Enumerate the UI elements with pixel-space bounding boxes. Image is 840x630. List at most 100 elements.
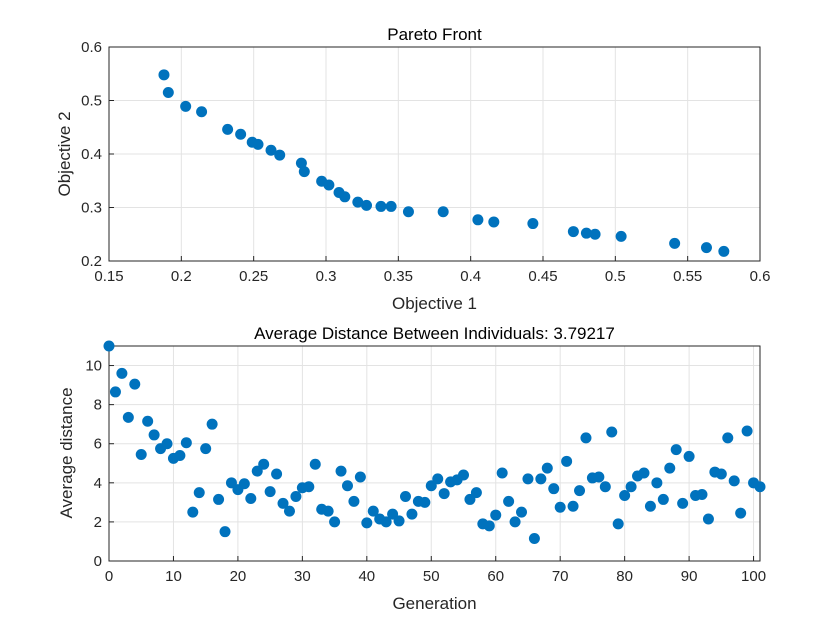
- pareto-front-x-tick-label: 0.35: [384, 268, 413, 285]
- average-distance-data-point: [722, 432, 734, 444]
- pareto-front-y-tick-label: 0.3: [81, 200, 102, 217]
- average-distance-data-point: [735, 507, 747, 519]
- pareto-front-data-point: [323, 179, 335, 191]
- average-distance-data-point: [238, 478, 250, 490]
- average-distance-data-point: [657, 493, 669, 505]
- average-distance-data-point: [354, 471, 366, 483]
- average-distance-y-tick-label: 6: [94, 436, 102, 453]
- pareto-front-y-tick-label: 0.6: [81, 39, 102, 56]
- pareto-front-data-point: [488, 216, 500, 228]
- average-distance-data-point: [187, 506, 199, 518]
- pareto-front-x-tick-label: 0.55: [673, 268, 702, 285]
- average-distance-data-point: [606, 426, 618, 438]
- average-distance-data-point: [142, 415, 154, 427]
- average-distance-data-point: [574, 485, 586, 497]
- average-distance-data-point: [200, 443, 212, 455]
- average-distance-data-point: [309, 458, 321, 470]
- pareto-front-data-point: [580, 227, 592, 239]
- average-distance-data-point: [213, 493, 225, 505]
- average-distance-data-point: [438, 488, 450, 500]
- average-distance-data-point: [580, 432, 592, 444]
- average-distance-data-point: [393, 515, 405, 527]
- average-distance-y-tick-label: 8: [94, 397, 102, 414]
- pareto-front-y-ticks: 0.2 0.3 0.4 0.5 0.6: [81, 39, 114, 270]
- average-distance-data-point: [245, 492, 257, 504]
- pareto-front-x-tick-label: 0.3: [316, 268, 337, 285]
- average-distance-data-point: [651, 477, 663, 489]
- average-distance-data-point: [225, 477, 237, 489]
- average-distance-x-tick-label: 80: [616, 568, 633, 585]
- average-distance-data-point: [419, 496, 431, 508]
- pareto-front-title: Pareto Front: [387, 25, 482, 44]
- pareto-front-x-tick-label: 0.6: [750, 268, 771, 285]
- average-distance-x-tick-label: 50: [423, 568, 440, 585]
- average-distance-data-point: [271, 468, 283, 480]
- pareto-front-panel: 0.15 0.2 0.25 0.3 0.35 0.4 0.45 0.5 0.55 0.6 0.20…: [55, 25, 770, 313]
- average-distance-data-point: [303, 481, 315, 493]
- average-distance-y-tick-label: 0: [94, 553, 102, 570]
- pareto-front-data-point: [385, 200, 397, 212]
- pareto-front-data-point: [162, 86, 174, 98]
- average-distance-data-point: [206, 418, 218, 430]
- average-distance-x-tick-label: 10: [165, 568, 182, 585]
- average-distance-panel: 0 10 20 30 40 50 60 70 80 90 100 0 2 4 6 8 10 Average D…: [57, 324, 766, 613]
- average-distance-data-point: [670, 444, 682, 456]
- average-distance-y-tick-label: 2: [94, 514, 102, 531]
- average-distance-data-point: [109, 386, 121, 398]
- pareto-front-data-point: [196, 106, 208, 118]
- average-distance-data-point: [361, 517, 373, 529]
- average-distance-data-point: [103, 340, 115, 352]
- average-distance-data-point: [387, 508, 399, 520]
- pareto-front-points: [158, 69, 730, 257]
- average-distance-data-point: [174, 449, 186, 461]
- pareto-front-y-tick-label: 0.2: [81, 253, 102, 270]
- average-distance-data-point: [535, 473, 547, 485]
- average-distance-data-point: [644, 500, 656, 512]
- pareto-front-data-point: [339, 191, 351, 203]
- average-distance-data-point: [335, 465, 347, 477]
- average-distance-plot-area: [109, 346, 760, 561]
- pareto-front-data-point: [375, 200, 387, 212]
- pareto-front-data-point: [718, 245, 730, 257]
- pareto-front-x-tick-label: 0.15: [94, 268, 123, 285]
- pareto-front-data-point: [158, 69, 170, 81]
- pareto-front-data-point: [589, 228, 601, 240]
- average-distance-data-point: [599, 481, 611, 493]
- average-distance-data-point: [702, 513, 714, 525]
- average-distance-data-point: [548, 483, 560, 495]
- average-distance-data-point: [264, 486, 276, 498]
- average-distance-title: Average Distance Between Individuals: 3.…: [254, 324, 615, 343]
- average-distance-data-point: [567, 500, 579, 512]
- average-distance-data-point: [638, 467, 650, 479]
- average-distance-data-point: [490, 509, 502, 521]
- average-distance-data-point: [380, 516, 392, 528]
- average-distance-data-point: [193, 487, 205, 499]
- average-distance-data-point: [129, 378, 141, 390]
- average-distance-x-tick-label: 70: [552, 568, 569, 585]
- average-distance-data-point: [432, 473, 444, 485]
- pareto-front-data-point: [352, 196, 364, 208]
- average-distance-data-point: [258, 458, 270, 470]
- average-distance-data-point: [483, 520, 495, 532]
- average-distance-data-point: [277, 497, 289, 509]
- average-distance-data-point: [406, 508, 418, 520]
- pareto-front-y-label: Objective 2: [55, 111, 74, 196]
- pareto-front-y-tick-label: 0.4: [81, 146, 102, 163]
- average-distance-data-point: [464, 493, 476, 505]
- average-distance-y-tick-label: 4: [94, 475, 102, 492]
- pareto-front-data-point: [252, 138, 264, 150]
- average-distance-data-point: [219, 526, 231, 538]
- average-distance-points: [103, 340, 766, 545]
- average-distance-data-point: [148, 429, 160, 441]
- average-distance-data-point: [496, 467, 508, 479]
- average-distance-data-point: [116, 367, 128, 379]
- average-distance-data-point: [528, 533, 540, 545]
- average-distance-x-tick-label: 90: [681, 568, 698, 585]
- average-distance-data-point: [251, 465, 263, 477]
- average-distance-data-point: [425, 480, 437, 492]
- average-distance-data-point: [625, 481, 637, 493]
- average-distance-data-point: [283, 505, 295, 517]
- average-distance-data-point: [509, 516, 521, 528]
- average-distance-data-point: [612, 518, 624, 530]
- average-distance-data-point: [516, 506, 528, 518]
